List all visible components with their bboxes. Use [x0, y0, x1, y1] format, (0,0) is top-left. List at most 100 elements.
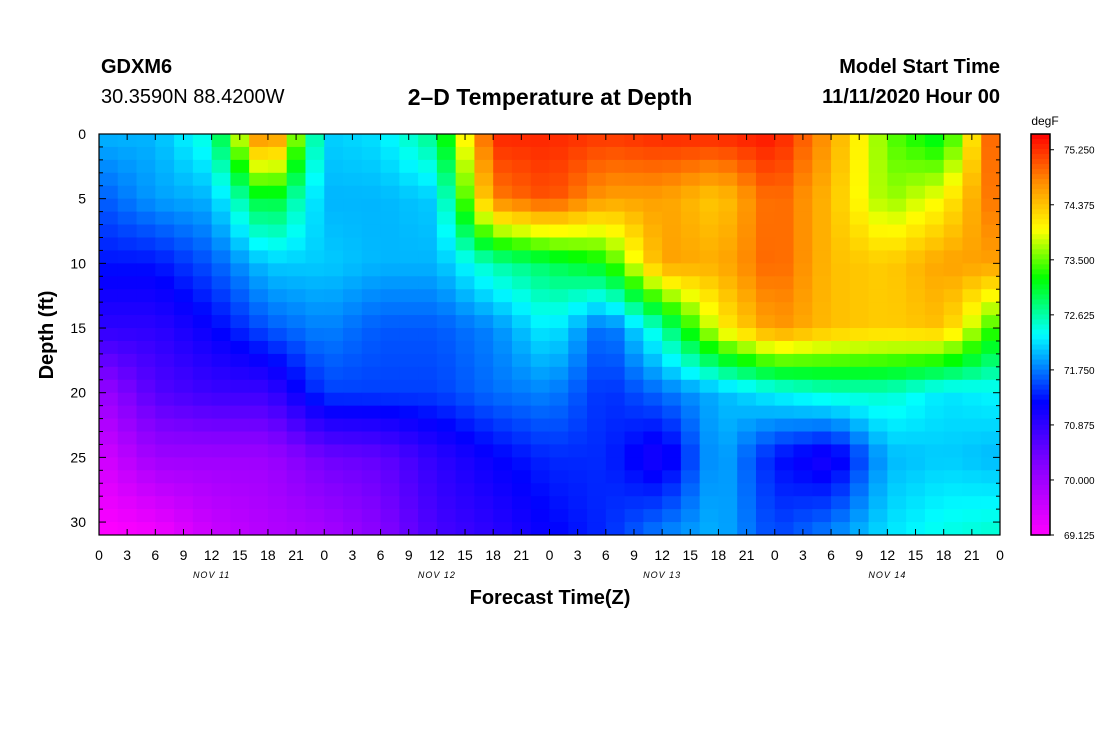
heatmap-cell	[455, 509, 476, 523]
heatmap-cell	[343, 250, 363, 264]
heatmap-cell	[962, 379, 982, 394]
heatmap-cell	[399, 146, 419, 161]
heatmap-cell	[174, 146, 194, 161]
heatmap-cell	[680, 366, 701, 381]
heatmap-cell	[906, 263, 926, 277]
heatmap-cell	[230, 522, 250, 535]
heatmap-cell	[418, 146, 438, 161]
heatmap-cell	[849, 250, 870, 264]
heatmap-cell	[549, 431, 569, 446]
heatmap-cell	[324, 522, 344, 535]
heatmap-cell	[249, 418, 269, 433]
heatmap-cell	[399, 315, 419, 329]
heatmap-cell	[361, 159, 382, 174]
heatmap-cell	[511, 353, 532, 368]
heatmap-cell	[155, 315, 175, 329]
heatmap-cell	[662, 509, 682, 523]
heatmap-cell	[587, 198, 607, 213]
heatmap-cell	[962, 185, 982, 200]
heatmap-cell	[868, 418, 888, 433]
heatmap-cell	[868, 159, 888, 174]
heatmap-cell	[399, 134, 419, 148]
heatmap-cell	[230, 470, 250, 484]
heatmap-cell	[981, 444, 1000, 458]
heatmap-cell	[774, 263, 795, 277]
colorbar-segment	[1031, 329, 1050, 336]
heatmap-cell	[549, 444, 569, 458]
heatmap-cell	[99, 159, 119, 174]
heatmap-cell	[774, 431, 795, 446]
heatmap-cell	[249, 405, 269, 420]
heatmap-cell	[343, 134, 363, 148]
heatmap-cell	[192, 198, 213, 213]
heatmap-cell	[643, 159, 663, 174]
heatmap-cell	[906, 418, 926, 433]
heatmap-cell	[643, 444, 663, 458]
heatmap-cell	[662, 340, 682, 355]
heatmap-cell	[305, 198, 325, 213]
heatmap-cell	[943, 496, 964, 510]
heatmap-cell	[906, 431, 926, 446]
heatmap-cell	[737, 470, 757, 484]
heatmap-cell	[493, 146, 513, 161]
heatmap-cell	[831, 172, 851, 187]
x-axis-label: Forecast Time(Z)	[470, 587, 631, 609]
heatmap-cell	[192, 379, 213, 394]
heatmap-cell	[436, 470, 457, 484]
heatmap-cell	[493, 379, 513, 394]
heatmap-cell	[305, 134, 325, 148]
heatmap-cell	[305, 353, 325, 368]
heatmap-cell	[192, 237, 213, 252]
heatmap-cell	[924, 237, 945, 252]
heatmap-cell	[474, 509, 494, 523]
heatmap-cell	[305, 418, 325, 433]
heatmap-cell	[812, 405, 832, 420]
heatmap-cell	[549, 418, 569, 433]
heatmap-cell	[343, 224, 363, 239]
heatmap-cell	[605, 302, 626, 316]
heatmap-cell	[155, 263, 175, 277]
heatmap-cell	[267, 172, 288, 187]
heatmap-cell	[699, 134, 720, 148]
x-tick-label: 18	[711, 547, 727, 563]
colorbar-segment	[1031, 274, 1050, 280]
heatmap-cell	[117, 470, 138, 484]
colorbar-segment	[1031, 424, 1050, 431]
heatmap-cell	[99, 353, 119, 368]
model-start-label: Model Start Time	[839, 56, 1000, 78]
heatmap-cell	[643, 496, 663, 510]
heatmap-cell	[906, 211, 926, 226]
heatmap-cell	[831, 509, 851, 523]
heatmap-cell	[699, 250, 720, 264]
y-tick-label: 25	[70, 449, 86, 465]
heatmap-cell	[530, 483, 551, 497]
heatmap-cell	[718, 146, 738, 161]
heatmap-cell	[718, 198, 738, 213]
heatmap-cell	[699, 237, 720, 252]
heatmap-cell	[831, 289, 851, 303]
heatmap-cell	[924, 185, 945, 200]
heatmap-cell	[474, 457, 494, 471]
heatmap-cell	[624, 211, 644, 226]
heatmap-cell	[267, 276, 288, 290]
heatmap-cell	[230, 483, 250, 497]
heatmap-cell	[530, 276, 551, 290]
heatmap-cell	[267, 315, 288, 329]
heatmap-cell	[343, 172, 363, 187]
heatmap-cell	[737, 496, 757, 510]
heatmap-cell	[643, 470, 663, 484]
x-tick-label: 12	[654, 547, 670, 563]
heatmap-cell	[305, 328, 325, 342]
heatmap-cell	[211, 211, 231, 226]
heatmap-cell	[493, 340, 513, 355]
heatmap-cell	[587, 328, 607, 342]
heatmap-cell	[943, 289, 964, 303]
heatmap-cell	[324, 198, 344, 213]
colorbar-segment	[1031, 254, 1050, 260]
heatmap-cell	[699, 379, 720, 394]
heatmap-cell	[849, 522, 870, 535]
heatmap-cell	[849, 379, 870, 394]
heatmap-cell	[136, 302, 156, 316]
heatmap-cell	[774, 392, 795, 407]
heatmap-cell	[718, 418, 738, 433]
